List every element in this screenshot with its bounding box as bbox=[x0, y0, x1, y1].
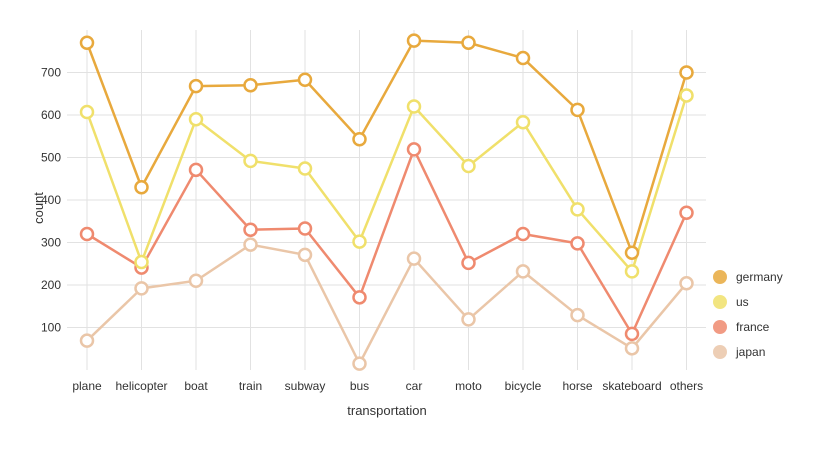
legend-label: japan bbox=[735, 345, 765, 359]
data-point-germany[interactable] bbox=[188, 78, 204, 94]
data-point-us[interactable] bbox=[570, 202, 585, 217]
legend-item-japan[interactable]: japan bbox=[713, 345, 765, 359]
y-tick-label: 100 bbox=[41, 321, 61, 335]
legend-item-us[interactable]: us bbox=[713, 295, 749, 309]
data-point-germany[interactable] bbox=[461, 35, 476, 50]
data-point-us[interactable] bbox=[243, 153, 258, 169]
y-tick-label: 500 bbox=[41, 151, 61, 165]
data-point-france[interactable] bbox=[406, 142, 422, 157]
data-point-germany[interactable] bbox=[352, 131, 367, 147]
data-point-germany[interactable] bbox=[679, 65, 694, 80]
data-point-france[interactable] bbox=[515, 226, 531, 242]
x-tick-label: horse bbox=[562, 379, 592, 393]
data-point-france[interactable] bbox=[679, 205, 694, 220]
legend-marker bbox=[713, 270, 727, 284]
data-point-japan[interactable] bbox=[406, 251, 422, 266]
data-point-us[interactable] bbox=[515, 114, 531, 130]
x-tick-label: others bbox=[670, 379, 703, 393]
legend-label: germany bbox=[736, 270, 783, 284]
data-point-germany[interactable] bbox=[297, 72, 313, 87]
data-point-japan[interactable] bbox=[297, 247, 313, 263]
data-point-japan[interactable] bbox=[461, 312, 476, 327]
data-point-japan[interactable] bbox=[188, 273, 204, 288]
data-point-japan[interactable] bbox=[570, 307, 585, 323]
y-tick-label: 300 bbox=[41, 236, 61, 250]
data-point-us[interactable] bbox=[188, 112, 204, 127]
legend-marker bbox=[713, 320, 727, 334]
x-tick-label: moto bbox=[455, 379, 482, 393]
data-point-france[interactable] bbox=[188, 162, 204, 178]
data-point-us[interactable] bbox=[624, 264, 640, 279]
x-tick-label: skateboard bbox=[602, 379, 661, 393]
data-point-germany[interactable] bbox=[624, 245, 640, 260]
legend-label: france bbox=[736, 320, 770, 334]
data-point-france[interactable] bbox=[79, 226, 95, 242]
data-point-japan[interactable] bbox=[352, 356, 367, 371]
data-point-us[interactable] bbox=[461, 158, 476, 174]
series-line-france bbox=[86, 148, 688, 336]
y-axis-title: count bbox=[31, 192, 46, 224]
legend: germany us france japan bbox=[713, 270, 783, 359]
grid bbox=[67, 30, 706, 370]
y-tick-label: 200 bbox=[41, 278, 61, 292]
x-tick-label: plane bbox=[72, 379, 102, 393]
legend-label: us bbox=[736, 295, 749, 309]
data-point-us[interactable] bbox=[679, 88, 694, 103]
y-tick-label: 600 bbox=[41, 108, 61, 122]
data-point-germany[interactable] bbox=[406, 33, 422, 48]
legend-marker bbox=[713, 295, 727, 309]
series-line-us bbox=[85, 95, 688, 273]
data-point-us[interactable] bbox=[79, 104, 95, 120]
x-axis-title: transportation bbox=[347, 403, 427, 418]
data-point-japan[interactable] bbox=[243, 237, 258, 252]
x-tick-label: bicycle bbox=[505, 379, 542, 393]
data-point-germany[interactable] bbox=[515, 50, 531, 66]
data-point-japan[interactable] bbox=[624, 341, 640, 356]
legend-marker bbox=[713, 345, 727, 359]
data-point-germany[interactable] bbox=[570, 102, 585, 118]
data-point-japan[interactable] bbox=[134, 281, 149, 296]
x-tick-label: train bbox=[239, 379, 262, 393]
data-point-france[interactable] bbox=[570, 236, 585, 251]
data-point-france[interactable] bbox=[243, 222, 258, 237]
series-line-germany bbox=[85, 39, 688, 254]
data-point-us[interactable] bbox=[297, 161, 313, 176]
data-point-japan[interactable] bbox=[679, 276, 694, 291]
legend-item-germany[interactable]: germany bbox=[713, 270, 783, 284]
x-tick-label: car bbox=[406, 379, 423, 393]
legend-item-france[interactable]: france bbox=[713, 320, 770, 334]
x-tick-label: boat bbox=[184, 379, 208, 393]
data-point-japan[interactable] bbox=[515, 264, 531, 279]
data-point-germany[interactable] bbox=[79, 35, 95, 50]
data-point-germany[interactable] bbox=[243, 78, 258, 93]
data-point-germany[interactable] bbox=[134, 180, 149, 195]
x-tick-labels: plane helicopter boat train subway bus car moto… bbox=[72, 379, 703, 393]
data-point-us[interactable] bbox=[406, 99, 422, 114]
y-tick-label: 700 bbox=[41, 66, 61, 80]
y-tick-labels: 100 200 300 400 500 600 700 bbox=[41, 66, 61, 335]
x-tick-label: bus bbox=[350, 379, 369, 393]
data-point-japan[interactable] bbox=[79, 333, 95, 348]
data-point-france[interactable] bbox=[297, 221, 313, 236]
data-point-us[interactable] bbox=[134, 254, 149, 270]
series-line-japan bbox=[86, 243, 688, 365]
series-group bbox=[79, 33, 694, 371]
data-point-france[interactable] bbox=[624, 326, 640, 342]
y-tick-label: 400 bbox=[41, 193, 61, 207]
data-point-france[interactable] bbox=[352, 290, 367, 305]
data-point-us[interactable] bbox=[352, 234, 367, 249]
data-point-france[interactable] bbox=[461, 255, 476, 271]
x-tick-label: subway bbox=[285, 379, 326, 393]
x-tick-label: helicopter bbox=[115, 379, 167, 393]
